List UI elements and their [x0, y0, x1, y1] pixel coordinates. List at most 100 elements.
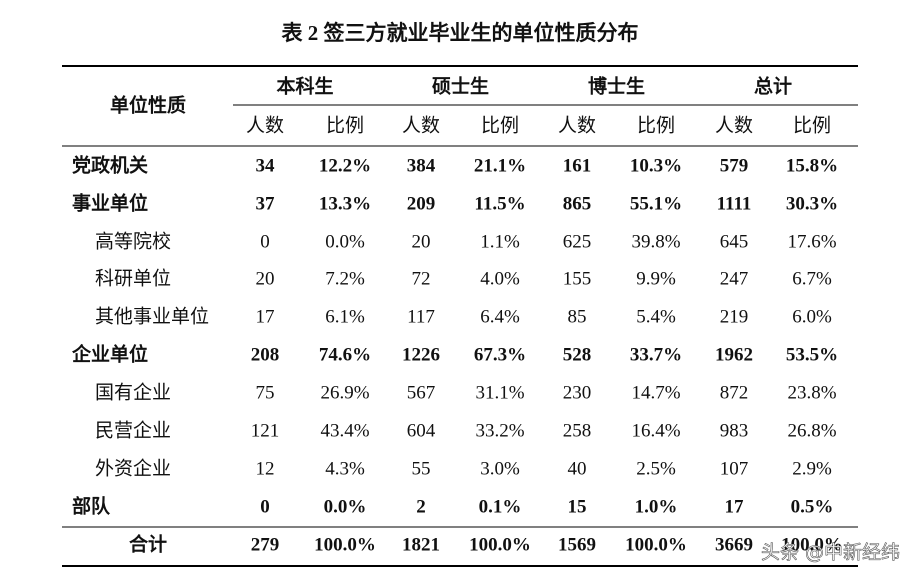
- cell: 209: [407, 193, 436, 214]
- cell: 67.3%: [474, 344, 526, 365]
- cell: 17.6%: [787, 231, 836, 252]
- cell: 117: [407, 306, 435, 327]
- cell: 161: [563, 155, 592, 176]
- table-title: 表 2 签三方就业毕业生的单位性质分布: [282, 21, 639, 45]
- cell: 645: [720, 231, 749, 252]
- cell: 0: [260, 231, 270, 252]
- row-label: 合计: [129, 532, 167, 555]
- cell: 2: [416, 496, 426, 517]
- sub-header: 比例: [326, 114, 364, 136]
- cell: 15: [568, 496, 587, 517]
- cell: 579: [720, 155, 749, 176]
- cell: 30.3%: [786, 193, 838, 214]
- row-label: 科研单位: [95, 267, 171, 289]
- cell: 2.9%: [792, 458, 832, 479]
- sub-header: 比例: [481, 114, 519, 136]
- cell: 1.1%: [480, 231, 520, 252]
- cell: 53.5%: [786, 344, 838, 365]
- cell: 0.5%: [791, 496, 834, 517]
- cell: 74.6%: [319, 344, 371, 365]
- cell: 3669: [715, 534, 753, 555]
- row-label: 党政机关: [72, 153, 148, 176]
- cell: 208: [251, 344, 280, 365]
- cell: 0.1%: [479, 496, 522, 517]
- sub-header: 人数: [246, 114, 284, 136]
- cell: 6.7%: [792, 268, 832, 289]
- sub-header: 人数: [715, 114, 753, 136]
- cell: 85: [568, 306, 587, 327]
- cell: 567: [407, 382, 436, 403]
- cell: 1569: [558, 534, 596, 555]
- cell: 4.0%: [480, 268, 520, 289]
- cell: 528: [563, 344, 592, 365]
- sub-header: 人数: [558, 114, 596, 136]
- cell: 12: [256, 458, 275, 479]
- cell: 14.7%: [631, 382, 680, 403]
- sub-header: 人数: [402, 114, 440, 136]
- cell: 872: [720, 382, 749, 403]
- cell: 20: [412, 231, 431, 252]
- cell: 0.0%: [325, 231, 365, 252]
- cell: 16.4%: [631, 420, 680, 441]
- group-header: 博士生: [588, 74, 645, 97]
- cell: 1821: [402, 534, 440, 555]
- cell: 33.2%: [475, 420, 524, 441]
- row-label: 民营企业: [95, 419, 171, 441]
- cell: 100.0%: [469, 534, 531, 555]
- cell: 33.7%: [630, 344, 682, 365]
- cell: 100.0%: [314, 534, 376, 555]
- cell: 1226: [402, 344, 440, 365]
- cell: 12.2%: [319, 155, 371, 176]
- cell: 384: [407, 155, 436, 176]
- cell: 15.8%: [786, 155, 838, 176]
- cell: 13.3%: [319, 193, 371, 214]
- cell: 100.0%: [781, 534, 843, 555]
- cell: 55.1%: [630, 193, 682, 214]
- cell: 10.3%: [630, 155, 682, 176]
- cell: 17: [256, 306, 275, 327]
- cell: 155: [563, 268, 592, 289]
- cell: 258: [563, 420, 592, 441]
- cell: 219: [720, 306, 749, 327]
- watermark: 头条 @中新经纬: [761, 542, 900, 564]
- cell: 20: [256, 268, 275, 289]
- cell: 43.4%: [320, 420, 369, 441]
- cell: 23.8%: [787, 382, 836, 403]
- cell: 1.0%: [635, 496, 678, 517]
- row-label: 部队: [72, 494, 111, 517]
- row-header: 单位性质: [110, 93, 186, 116]
- cell: 7.2%: [325, 268, 365, 289]
- cell: 279: [251, 534, 280, 555]
- cell: 0.0%: [324, 496, 367, 517]
- cell: 865: [563, 193, 592, 214]
- cell: 100.0%: [625, 534, 687, 555]
- cell: 17: [725, 496, 745, 517]
- group-header: 总计: [754, 74, 792, 97]
- group-header: 硕士生: [432, 74, 489, 97]
- cell: 0: [260, 496, 270, 517]
- cell: 31.1%: [475, 382, 524, 403]
- row-label: 企业单位: [71, 342, 148, 365]
- cell: 21.1%: [474, 155, 526, 176]
- cell: 3.0%: [480, 458, 520, 479]
- cell: 4.3%: [325, 458, 365, 479]
- cell: 34: [256, 155, 276, 176]
- cell: 6.0%: [792, 306, 832, 327]
- cell: 6.1%: [325, 306, 365, 327]
- cell: 9.9%: [636, 268, 676, 289]
- cell: 55: [412, 458, 431, 479]
- cell: 230: [563, 382, 592, 403]
- row-label: 其他事业单位: [95, 305, 209, 327]
- cell: 5.4%: [636, 306, 676, 327]
- cell: 247: [720, 268, 749, 289]
- cell: 1111: [717, 193, 752, 214]
- row-label: 高等院校: [95, 230, 171, 252]
- cell: 26.8%: [787, 420, 836, 441]
- group-header: 本科生: [276, 74, 333, 97]
- row-label: 事业单位: [72, 191, 148, 214]
- cell: 2.5%: [636, 458, 676, 479]
- sub-header: 比例: [793, 114, 831, 136]
- cell: 11.5%: [474, 193, 525, 214]
